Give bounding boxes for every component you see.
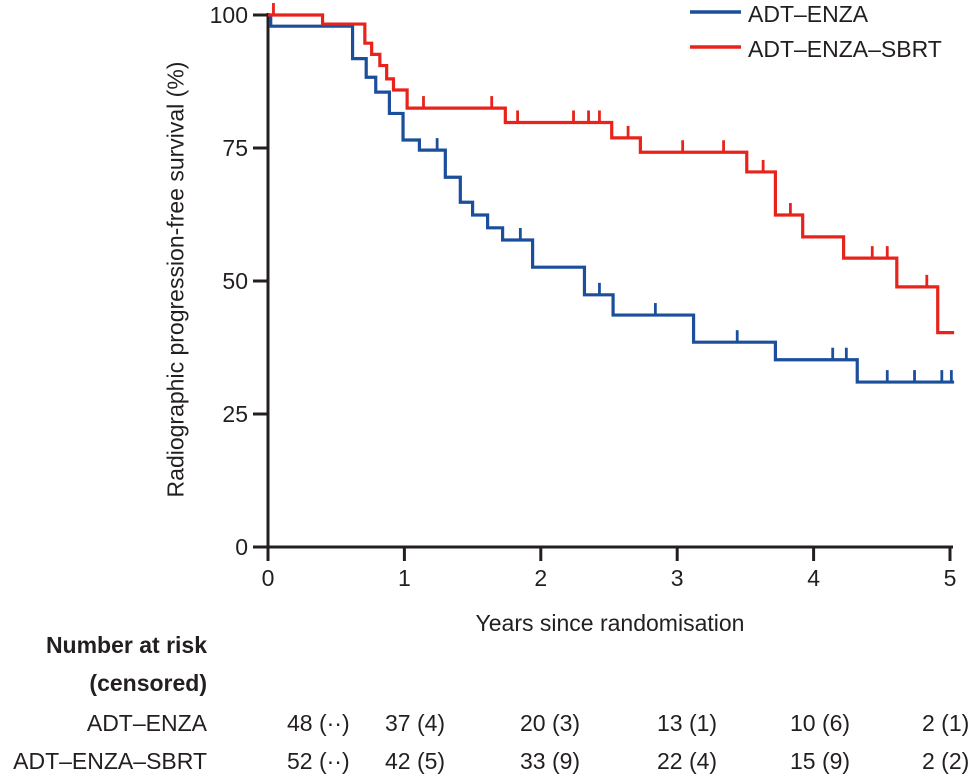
x-tick-label-3: 3 — [670, 565, 684, 591]
risk-table-header: Number at risk — [45, 632, 207, 658]
y-tick-label-0: 0 — [235, 534, 248, 560]
x-tick-label-1: 1 — [397, 565, 411, 591]
y-tick-label-100: 100 — [209, 2, 248, 28]
y-tick-label-75: 75 — [222, 135, 248, 161]
risk-cell-row0-col1: 37 (4) — [385, 710, 446, 736]
risk-cell-row0-col0: 48 (··) — [287, 710, 350, 736]
x-axis-title: Years since randomisation — [475, 610, 745, 636]
risk-cell-row1-col5: 2 (2) — [922, 748, 970, 774]
legend-label-adt-enza-sbrt: ADT–ENZA–SBRT — [748, 36, 942, 62]
x-tick-label-2: 2 — [534, 565, 548, 591]
risk-cell-row1-col4: 15 (9) — [790, 748, 851, 774]
risk-cell-row0-col5: 2 (1) — [922, 710, 970, 736]
y-axis-title: Radiographic progression-free survival (… — [162, 61, 189, 498]
risk-row-label-adt-enza: ADT–ENZA — [86, 710, 207, 736]
km-curve-adt-enza-sbrt — [268, 13, 955, 335]
risk-cell-row1-col3: 22 (4) — [657, 748, 718, 774]
risk-cell-row1-col1: 42 (5) — [385, 748, 446, 774]
km-plot-canvas — [253, 3, 955, 561]
x-tick-label-4: 4 — [807, 565, 820, 591]
y-tick-label-25: 25 — [222, 401, 248, 427]
risk-cell-row0-col2: 20 (3) — [520, 710, 581, 736]
x-tick-label-0: 0 — [261, 565, 275, 591]
km-curve-adt-enza — [268, 13, 955, 384]
legend-label-adt-enza: ADT–ENZA — [748, 1, 869, 27]
risk-cell-row0-col3: 13 (1) — [657, 710, 718, 736]
risk-cell-row1-col2: 33 (9) — [520, 748, 581, 774]
x-tick-label-5: 5 — [943, 565, 957, 591]
risk-cell-row0-col4: 10 (6) — [790, 710, 851, 736]
risk-row-label-adt-enza-sbrt: ADT–ENZA–SBRT — [13, 748, 207, 774]
risk-table-header-censored: (censored) — [89, 670, 207, 696]
y-tick-label-50: 50 — [222, 268, 248, 294]
risk-cell-row1-col0: 52 (··) — [287, 748, 350, 774]
